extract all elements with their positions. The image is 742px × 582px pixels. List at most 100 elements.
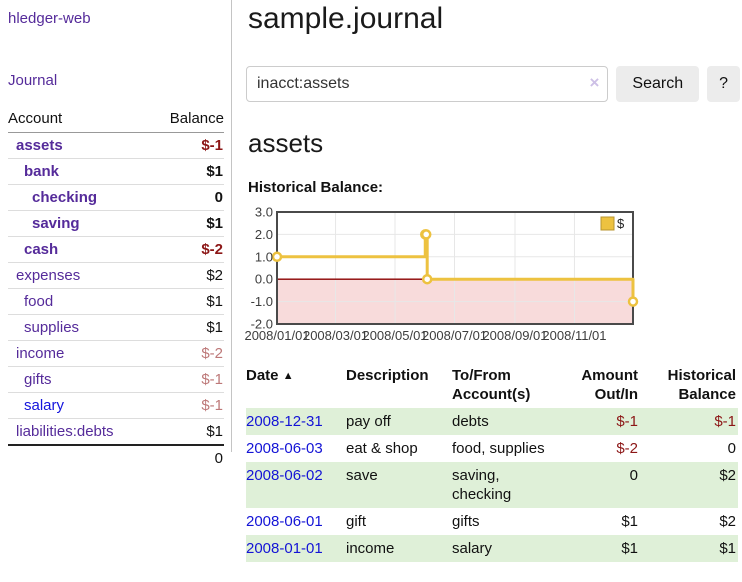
- account-name-cell: liabilities:debts: [8, 418, 151, 446]
- sidebar-account-link[interactable]: income: [16, 345, 65, 362]
- account-name-cell: supplies: [8, 314, 151, 341]
- account-name-cell: expenses: [8, 262, 151, 289]
- y-axis-tick-label: -1.0: [251, 294, 273, 309]
- transaction-accounts: food, supplies: [452, 440, 545, 457]
- x-axis-tick-label: 2008/11/01: [542, 328, 606, 343]
- accounts-total-value: 0: [8, 444, 224, 471]
- account-name-cell: assets: [8, 132, 151, 159]
- y-axis-tick-label: 1.0: [255, 249, 273, 264]
- account-balance: $1: [150, 418, 224, 446]
- account-balance: $-1: [150, 132, 224, 159]
- account-row: checking 0: [8, 184, 224, 211]
- transaction-date-cell: 2008-01-01: [246, 535, 346, 562]
- sidebar-account-link[interactable]: supplies: [24, 319, 80, 336]
- account-balance: $-2: [150, 340, 224, 367]
- historical-balance-chart: $3.0 2.0 1.0 0.0 -1.0 -2.02008/01/012008/03/0…: [244, 205, 639, 343]
- header-description: Description: [346, 367, 429, 384]
- transaction-balance: 0: [727, 440, 736, 457]
- search-box: ×: [246, 66, 609, 102]
- help-button[interactable]: ?: [707, 66, 740, 102]
- transaction-balance: $2: [719, 467, 736, 484]
- sidebar-account-link[interactable]: checking: [32, 189, 98, 206]
- accounts-header-balance: Balance: [150, 107, 224, 133]
- sidebar-account-link[interactable]: assets: [16, 137, 63, 154]
- transaction-description: gift: [346, 513, 367, 530]
- chart-title: Historical Balance:: [248, 179, 384, 196]
- search-form: × Search ?: [246, 66, 740, 102]
- sidebar-account-link[interactable]: cash: [24, 241, 59, 258]
- sort-up-icon: ▲: [282, 370, 294, 382]
- sidebar-account-link[interactable]: bank: [24, 163, 60, 180]
- account-row: income $-2: [8, 340, 224, 367]
- transaction-accounts: salary: [452, 540, 493, 557]
- account-name-cell: gifts: [8, 366, 151, 393]
- transaction-date-link[interactable]: 2008-06-03: [246, 440, 323, 457]
- transaction-row: 2008-12-31 pay off debts $-1 $-1: [246, 408, 738, 435]
- y-axis-tick-label: 2.0: [255, 227, 273, 242]
- transaction-date-cell: 2008-06-01: [246, 508, 346, 535]
- account-name-cell: income: [8, 340, 151, 367]
- x-axis-tick-label: 2008/05/01: [362, 328, 427, 343]
- transaction-amount: $-1: [616, 413, 638, 430]
- account-row: bank $1: [8, 158, 224, 185]
- sidebar-item-journal[interactable]: Journal: [8, 72, 58, 89]
- search-input[interactable]: [246, 66, 609, 102]
- data-point-marker: [627, 296, 639, 307]
- transaction-date-link[interactable]: 2008-06-01: [246, 513, 323, 530]
- account-heading: assets: [248, 128, 324, 158]
- x-axis-tick-label: 2008/01/01: [244, 328, 309, 343]
- data-point-marker: [420, 229, 432, 240]
- transaction-date-link[interactable]: 2008-06-02: [246, 467, 323, 484]
- account-balance: 0: [150, 184, 224, 211]
- accounts-total-row: 0: [8, 444, 224, 471]
- transaction-accounts: debts: [452, 413, 489, 430]
- transaction-date-link[interactable]: 2008-12-31: [246, 413, 323, 430]
- legend-swatch: [600, 216, 615, 231]
- transaction-accounts: gifts: [452, 513, 480, 530]
- header-date[interactable]: Date ▲: [246, 367, 294, 384]
- transaction-description: save: [346, 467, 378, 484]
- clear-search-icon[interactable]: ×: [589, 73, 600, 92]
- transaction-description: income: [346, 540, 395, 557]
- account-row: assets $-1: [8, 132, 224, 159]
- account-row: gifts $-1: [8, 366, 224, 393]
- transaction-accounts: saving, checking: [452, 467, 512, 503]
- main-content: sample.journal × Search ? assets Histori…: [244, 0, 740, 562]
- account-row: cash $-2: [8, 236, 224, 263]
- sidebar-account-link[interactable]: salary: [24, 397, 65, 414]
- y-axis-tick-label: 0.0: [255, 272, 273, 287]
- transactions-header-row: Date ▲ Description To/From Account(s) Am…: [246, 362, 738, 408]
- y-axis-tick-label: 3.0: [255, 205, 273, 220]
- transaction-date-cell: 2008-06-02: [246, 462, 346, 508]
- sidebar-account-link[interactable]: gifts: [24, 371, 52, 388]
- account-balance: $1: [150, 210, 224, 237]
- account-balance: $2: [150, 262, 224, 289]
- app-title-link[interactable]: hledger-web: [8, 10, 91, 27]
- transaction-description: eat & shop: [346, 440, 418, 457]
- sidebar-account-link[interactable]: liabilities:debts: [16, 423, 114, 440]
- account-row: saving $1: [8, 210, 224, 237]
- accounts-table: Account Balance assets $-1 bank $1 checking 0…: [8, 107, 224, 471]
- transaction-amount: $1: [621, 513, 638, 530]
- transaction-description: pay off: [346, 413, 391, 430]
- transaction-date-cell: 2008-06-03: [246, 435, 346, 462]
- transactions-table: Date ▲ Description To/From Account(s) Am…: [246, 362, 738, 562]
- search-button[interactable]: Search: [616, 66, 700, 102]
- transaction-date-link[interactable]: 2008-01-01: [246, 540, 323, 557]
- legend-label: $: [617, 216, 625, 231]
- data-point-marker: [271, 251, 283, 263]
- y-axis-tick-label: -2.0: [251, 317, 273, 332]
- sidebar-account-link[interactable]: food: [24, 293, 54, 310]
- transaction-amount: 0: [629, 467, 638, 484]
- x-axis-tick-label: 2008/09/01: [482, 328, 547, 343]
- header-amount: Amount Out/In: [581, 367, 638, 403]
- x-axis-tick-label: 2008/03/01: [303, 328, 368, 343]
- transaction-balance: $2: [719, 513, 736, 530]
- account-name-cell: salary: [8, 392, 151, 419]
- account-balance: $-1: [150, 392, 224, 419]
- header-balance: Historical Balance: [667, 367, 736, 403]
- account-name-cell: saving: [8, 210, 151, 237]
- sidebar-account-link[interactable]: saving: [32, 215, 80, 232]
- sidebar-account-link[interactable]: expenses: [16, 267, 81, 284]
- account-balance: $1: [150, 314, 224, 341]
